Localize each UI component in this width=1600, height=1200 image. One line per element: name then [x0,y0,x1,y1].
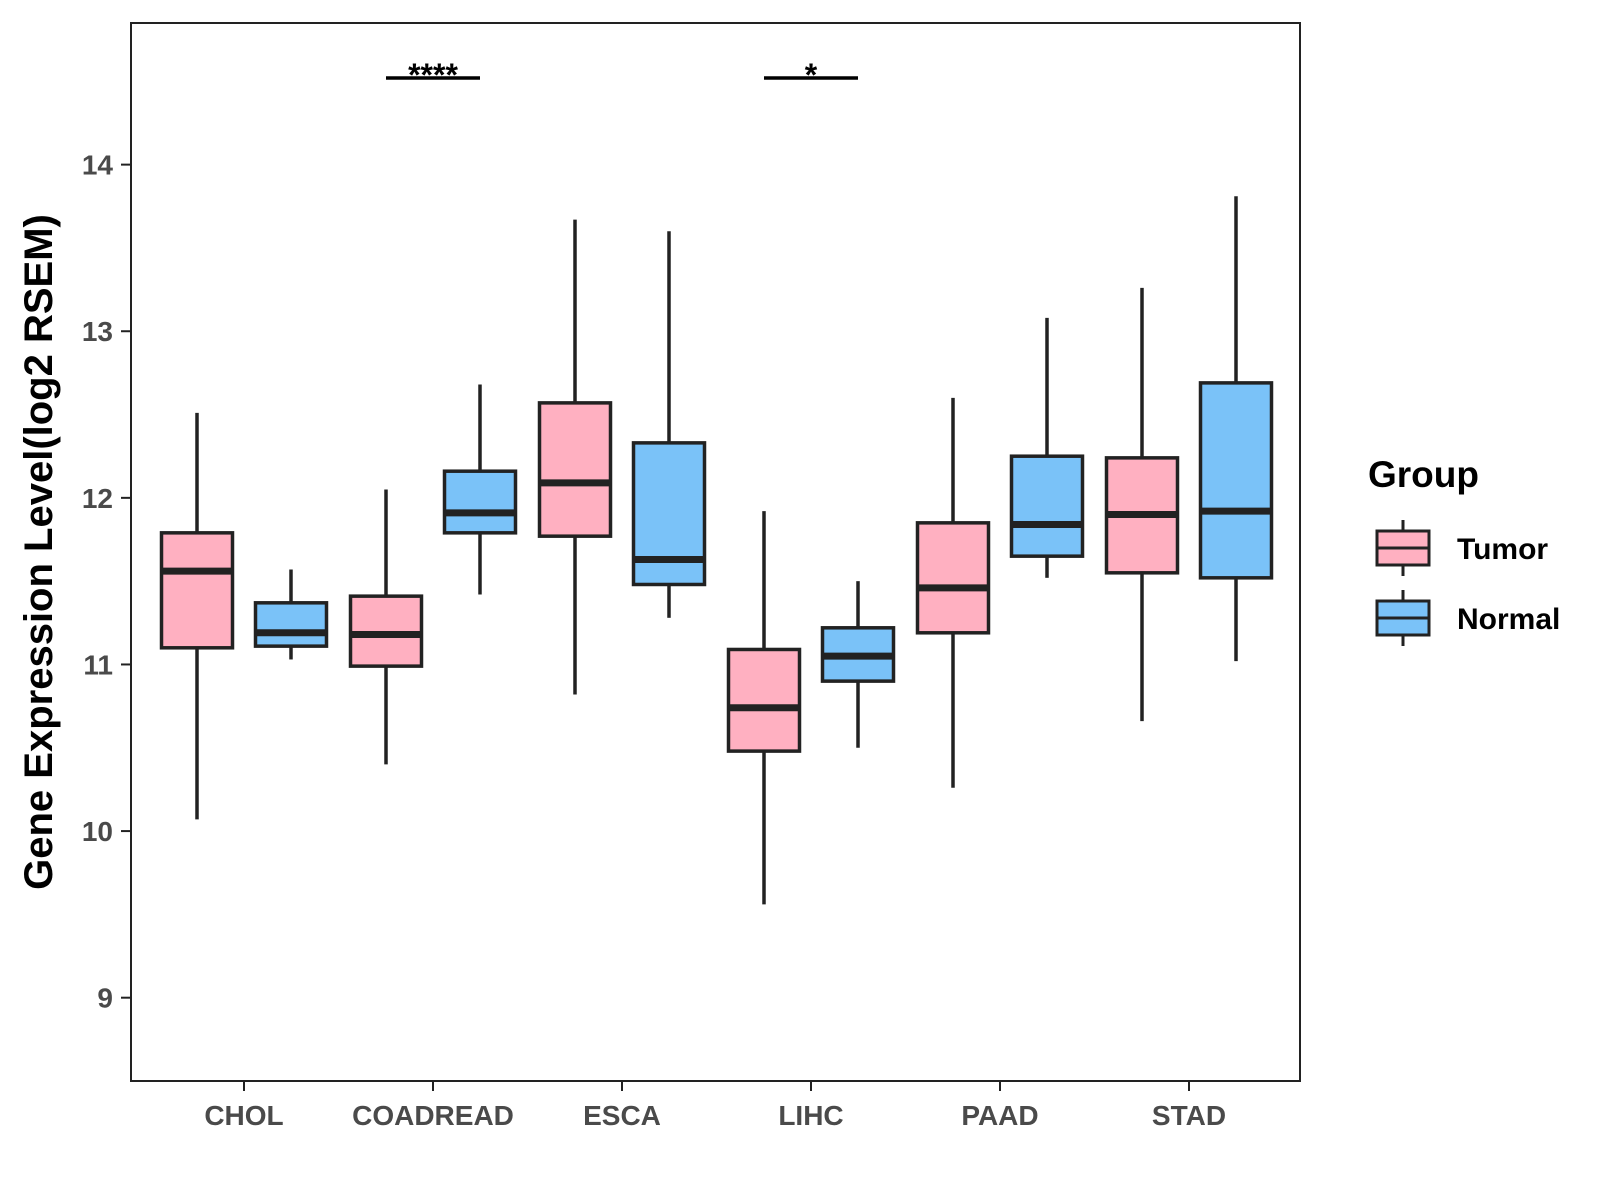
box-group [159,196,1274,905]
y-axis-title: Gene Expression Level(log2 RSEM) [17,214,61,890]
y-tick-label: 12 [82,483,113,514]
box-tumor-lihc [726,511,802,905]
legend-title: Group [1368,454,1479,495]
box-iqr [1009,454,1085,558]
legend: Group Tumor Normal [1368,454,1560,646]
y-tick-label: 11 [83,649,113,680]
y-tick-label: 13 [82,316,113,347]
box-iqr [726,647,802,753]
box-iqr [442,469,518,535]
legend-label: Tumor [1457,533,1548,566]
box-normal-stad [1198,196,1274,662]
box-iqr [253,601,329,648]
box-normal-chol [253,569,329,660]
box-iqr [537,401,613,538]
significance-label: **** [408,57,458,93]
x-tick-label: CHOL [204,1100,283,1131]
legend-entry-tumor: Tumor [1375,520,1548,576]
significance-label: * [805,57,818,93]
significance-annotations: **** * [386,57,858,93]
x-axis: CHOL COADREAD ESCA LIHC PAAD STAD [204,1081,1226,1131]
box-tumor-esca [537,219,613,695]
x-tick-label: ESCA [583,1100,661,1131]
box-iqr [1198,381,1274,580]
box-iqr [159,531,235,650]
x-tick-label: COADREAD [352,1100,514,1131]
box-normal-paad [1009,317,1085,578]
box-tumor-coadread [348,489,424,765]
legend-entry-normal: Normal [1375,590,1560,646]
x-tick-label: PAAD [961,1100,1038,1131]
box-iqr [915,521,991,635]
box-tumor-chol [159,412,235,820]
box-tumor-stad [1104,287,1180,722]
box-normal-coadread [442,384,518,595]
y-tick-label: 9 [97,983,113,1014]
box-normal-esca [631,231,707,618]
box-normal-lihc [820,581,896,748]
x-tick-label: STAD [1152,1100,1226,1131]
x-tick-label: LIHC [778,1100,843,1131]
box-iqr [631,441,707,587]
y-axis: 9 10 11 12 13 14 [82,150,131,1014]
y-tick-label: 10 [82,816,113,847]
legend-label: Normal [1457,603,1560,636]
y-tick-label: 14 [82,150,114,181]
box-tumor-paad [915,397,991,788]
